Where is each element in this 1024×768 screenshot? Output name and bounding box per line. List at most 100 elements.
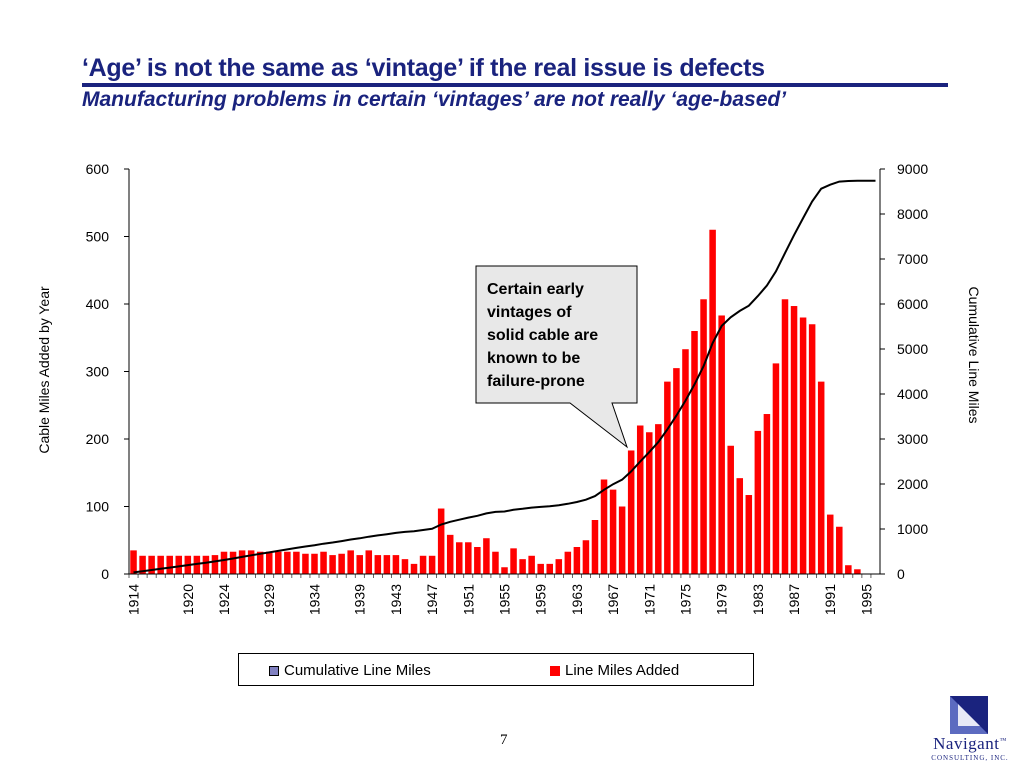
callout-box — [475, 265, 638, 449]
bar-1985 — [772, 363, 780, 574]
bar-1948 — [437, 508, 445, 574]
x-tick-label: 1967 — [605, 584, 621, 615]
bar-1937 — [338, 553, 345, 574]
bar-1984 — [763, 414, 771, 574]
x-tick-label: 1991 — [822, 584, 838, 615]
bar-1994 — [854, 569, 861, 574]
bar-1922 — [202, 555, 210, 574]
bar-1941 — [374, 555, 382, 574]
y2-tick-label: 5000 — [897, 341, 928, 357]
y-tick-label: 600 — [86, 161, 110, 177]
y2-tick-label: 2000 — [897, 476, 928, 492]
bar-1978 — [709, 229, 716, 574]
bar-1943 — [392, 555, 400, 574]
bar-1956 — [510, 548, 517, 574]
x-tick-label: 1955 — [497, 584, 513, 615]
bar-1927 — [247, 550, 255, 574]
bar-1992 — [836, 526, 843, 574]
bar-1933 — [302, 553, 309, 574]
bar-1931 — [284, 551, 291, 574]
bar-1928 — [256, 551, 264, 574]
y-tick-label: 200 — [86, 431, 110, 447]
bar-1981 — [736, 478, 744, 574]
slide-title: ‘Age’ is not the same as ‘vintage’ if th… — [82, 54, 765, 82]
callout-line: known to be — [487, 350, 580, 367]
cumulative-line — [133, 179, 876, 574]
y2-axis-label: Cumulative Line Miles — [966, 287, 982, 424]
bar-1958 — [528, 555, 535, 574]
bar-1970 — [636, 425, 644, 574]
bar-1979 — [718, 315, 725, 574]
callout-line: solid cable are — [487, 327, 598, 344]
navigant-logo: Navigant™ CONSULTING, INC. — [920, 690, 1020, 762]
bar-1972 — [655, 424, 662, 574]
bar-1926 — [238, 550, 246, 574]
bar-1916 — [148, 555, 155, 574]
bar-1942 — [383, 555, 391, 574]
legend-item-cumulative: Cumulative Line Miles — [269, 662, 431, 679]
bar-1954 — [492, 551, 499, 574]
bar-1914 — [130, 550, 137, 574]
x-tick-label: 1971 — [641, 584, 657, 615]
annotation-callout: Certain early vintages of solid cable are k… — [475, 265, 638, 449]
y-tick-label: 100 — [86, 499, 110, 515]
bar-1987 — [790, 306, 798, 574]
bar-1965 — [591, 520, 599, 574]
bar-series — [130, 229, 861, 574]
chart-ticks: 0100200300400500600010002000300040005000… — [86, 161, 929, 615]
bar-1919 — [175, 555, 183, 574]
bar-1953 — [483, 538, 490, 574]
bar-1983 — [754, 430, 762, 574]
y-tick-label: 300 — [86, 364, 110, 380]
bar-1973 — [664, 381, 671, 574]
y-tick-label: 0 — [101, 566, 109, 582]
bar-1959 — [537, 563, 544, 574]
bar-1988 — [799, 317, 807, 574]
x-tick-label: 1924 — [216, 584, 232, 615]
logo-text: Navigant™ — [933, 734, 1007, 753]
bar-1976 — [691, 331, 698, 574]
x-tick-label: 1975 — [678, 584, 694, 615]
y2-tick-label: 6000 — [897, 296, 928, 312]
bar-1925 — [229, 551, 237, 574]
x-tick-label: 1963 — [569, 584, 585, 615]
y2-tick-label: 7000 — [897, 251, 928, 267]
legend-label-cumulative: Cumulative Line Miles — [284, 662, 431, 679]
bar-1991 — [826, 514, 834, 574]
y2-tick-label: 0 — [897, 566, 905, 582]
bar-1924 — [220, 551, 228, 574]
x-tick-label: 1914 — [126, 584, 142, 615]
callout-line: vintages of — [487, 304, 572, 321]
y2-tick-label: 1000 — [897, 521, 928, 537]
bar-1990 — [817, 381, 825, 574]
bar-1923 — [211, 555, 219, 574]
bar-1993 — [845, 565, 852, 574]
bar-1952 — [474, 547, 481, 574]
bar-1975 — [682, 349, 689, 574]
bar-1918 — [166, 555, 173, 574]
logo-subtitle: CONSULTING, INC. — [931, 754, 1009, 762]
bar-1935 — [320, 551, 327, 574]
legend-swatch-cumulative — [269, 666, 279, 676]
bar-1974 — [673, 368, 680, 574]
bar-1946 — [419, 555, 427, 574]
x-tick-label: 1983 — [750, 584, 766, 615]
callout-line: Certain early — [487, 281, 584, 298]
bar-1968 — [618, 506, 626, 574]
bar-1961 — [555, 559, 563, 574]
bar-1982 — [745, 495, 753, 574]
bar-1967 — [609, 489, 617, 574]
bar-1938 — [347, 550, 354, 574]
y2-tick-label: 3000 — [897, 431, 928, 447]
x-tick-label: 1920 — [180, 584, 196, 615]
x-tick-label: 1929 — [261, 584, 277, 615]
bar-1971 — [646, 432, 653, 574]
bar-1944 — [401, 559, 409, 574]
bar-1963 — [573, 547, 581, 574]
bar-1929 — [265, 551, 273, 574]
bar-1966 — [600, 479, 608, 574]
bar-1945 — [410, 563, 418, 574]
y-tick-label: 500 — [86, 229, 110, 245]
legend-swatch-added — [550, 666, 560, 676]
x-tick-label: 1934 — [307, 584, 323, 615]
